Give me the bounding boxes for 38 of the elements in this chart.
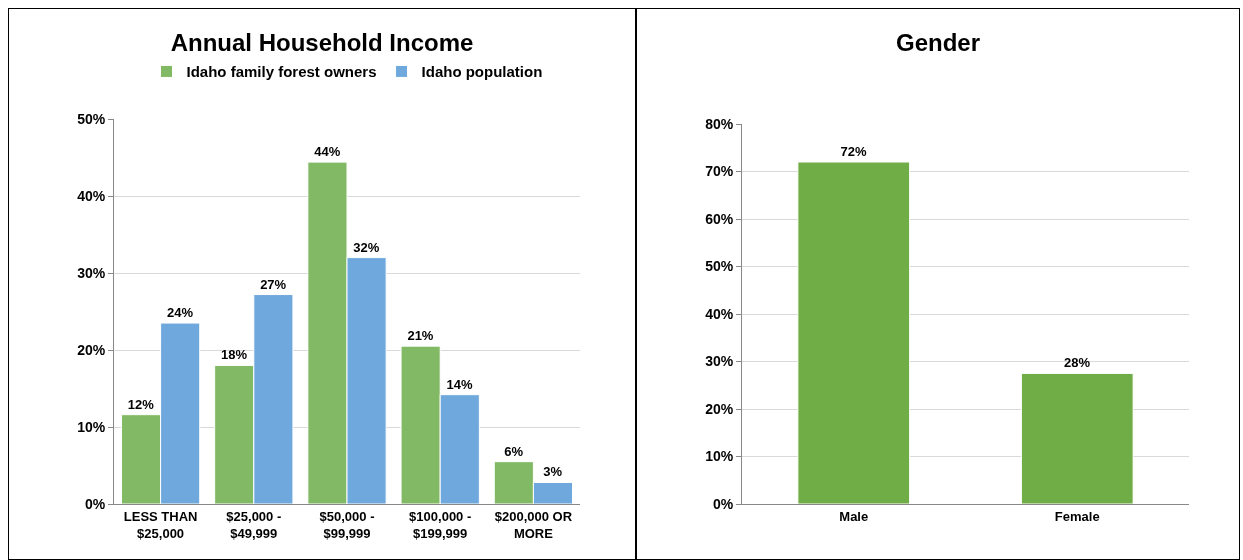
data-label: 18% (221, 347, 248, 363)
data-label: 28% (1064, 355, 1091, 371)
data-label: 12% (127, 396, 155, 412)
data-label: 27% (260, 276, 287, 292)
y-tick-label: 10% (77, 418, 106, 435)
data-label: 21% (407, 328, 434, 344)
x-tick-label: $200,000 OR MORE (494, 508, 573, 541)
chart-title: Gender (895, 28, 981, 56)
y-tick-label: 80% (705, 115, 734, 132)
x-tick-label: Female (1054, 508, 1100, 524)
x-tick-label: Male (839, 508, 869, 524)
y-tick-label: 0% (712, 495, 734, 512)
x-tick-label: $25,000 - $49,999 (226, 508, 282, 541)
legend-label: Idaho population (421, 63, 543, 81)
data-label: 14% (446, 376, 473, 392)
legend-label: Idaho family forest owners (186, 63, 377, 81)
data-label: 44% (314, 144, 341, 160)
y-tick-label: 20% (705, 400, 734, 417)
y-tick-label: 0% (84, 495, 106, 512)
data-label: 32% (353, 239, 380, 255)
data-label: 72% (840, 144, 867, 159)
y-tick-label: 40% (705, 305, 734, 322)
y-tick-label: 40% (77, 187, 106, 204)
data-label: 3% (543, 464, 563, 480)
y-tick-label: 70% (705, 163, 734, 180)
x-tick-label: $100,000 - $199,999 (409, 508, 472, 541)
y-tick-label: 50% (77, 110, 106, 127)
data-label: 6% (504, 443, 524, 459)
y-tick-label: 20% (77, 341, 106, 358)
y-tick-label: 10% (705, 448, 734, 465)
y-tick-label: 30% (705, 353, 734, 370)
x-tick-label: $50,000 - $99,999 (319, 508, 375, 541)
chart-title: Annual Household Income (170, 28, 474, 56)
y-tick-label: 60% (705, 210, 734, 227)
y-tick-label: 30% (77, 264, 106, 281)
x-tick-label: LESS THAN $25,000 (123, 508, 198, 541)
data-label: 24% (166, 305, 194, 321)
y-tick-label: 50% (705, 258, 734, 275)
